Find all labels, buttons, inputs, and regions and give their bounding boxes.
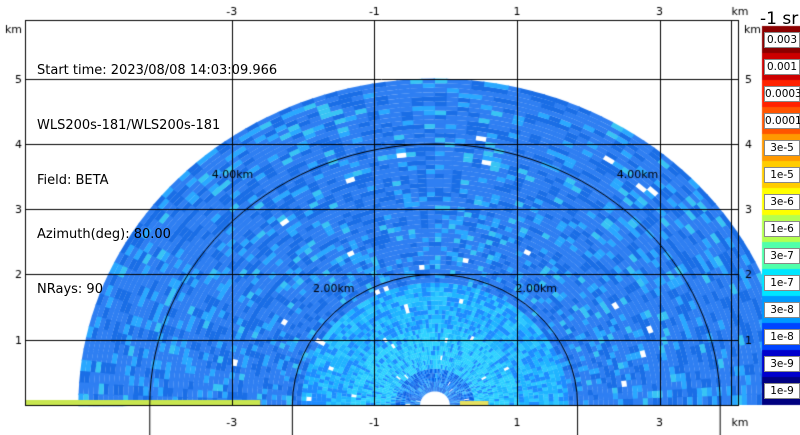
scan-info-block: Start time: 2023/08/08 14:03:09.966 WLS2… bbox=[37, 26, 277, 317]
colorbar-tick-label: 1e-6 bbox=[764, 220, 800, 237]
nrays-text: NRays: 90 bbox=[37, 281, 103, 297]
instrument-text: WLS200s-181/WLS200s-181 bbox=[37, 118, 221, 133]
colorbar-tick-label: 0.003 bbox=[764, 31, 800, 48]
colorbar-tick-label: 3e-7 bbox=[764, 247, 800, 264]
colorbar-tick-label: 3e-5 bbox=[764, 139, 800, 156]
colorbar-tick-label: 0.0001 bbox=[764, 112, 800, 129]
colorbar-tick-label: 1e-7 bbox=[764, 274, 800, 291]
colorbar-tick-label: 3e-8 bbox=[764, 301, 800, 318]
colorbar-tick-label: 3e-6 bbox=[764, 193, 800, 210]
colorbar-title: -1 sr bbox=[760, 9, 799, 29]
colorbar-tick-label: 1e-5 bbox=[764, 166, 800, 183]
colorbar-tick-label: 0.001 bbox=[764, 58, 800, 75]
colorbar-tick-label: 3e-9 bbox=[764, 355, 800, 372]
start-time-text: Start time: 2023/08/08 14:03:09.966 bbox=[37, 63, 278, 79]
colorbar-tick-label: 0.0003 bbox=[764, 85, 800, 102]
colorbar-tick-label: 1e-8 bbox=[764, 328, 800, 345]
field-text: Field: BETA bbox=[37, 172, 109, 188]
colorbar-tick-label: 1e-9 bbox=[764, 382, 800, 399]
azimuth-text: Azimuth(deg): 80.00 bbox=[37, 227, 171, 243]
